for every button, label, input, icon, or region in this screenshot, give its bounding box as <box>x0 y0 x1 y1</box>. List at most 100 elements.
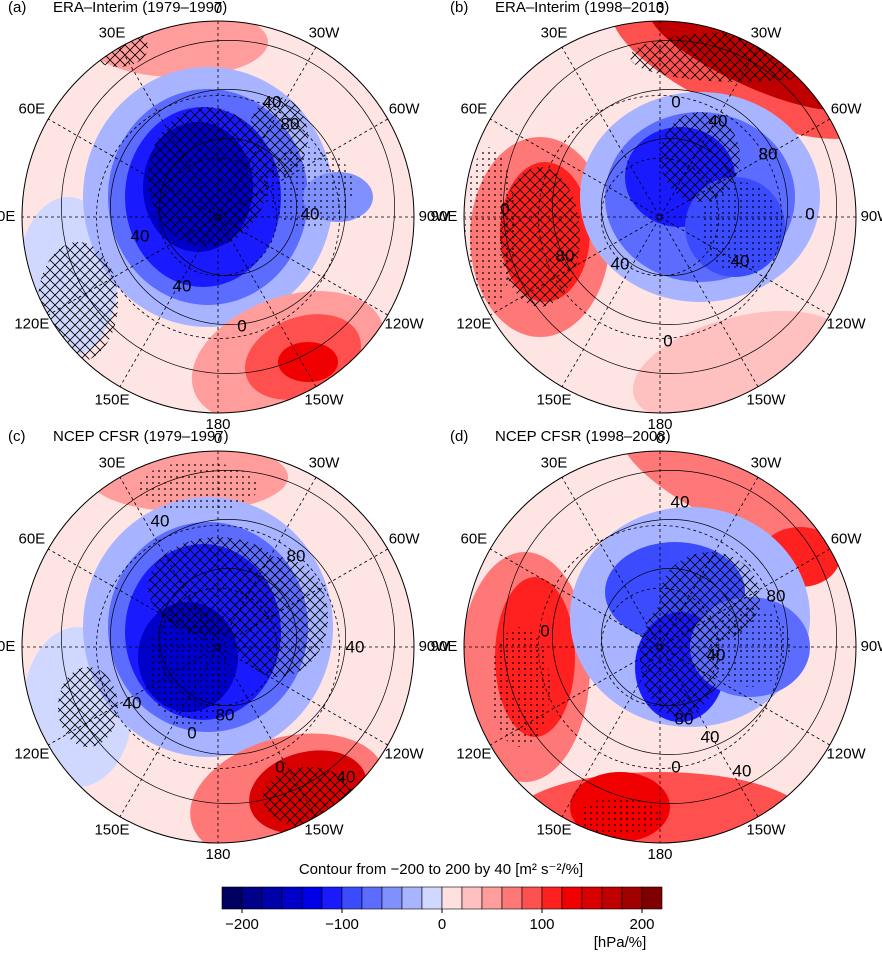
anomaly-region <box>278 342 338 382</box>
meridian-line <box>561 47 759 387</box>
colorbar-swatch <box>621 886 643 910</box>
contour-label: 80 <box>216 705 235 724</box>
colorbar-swatch <box>221 886 243 910</box>
meridian-line <box>490 118 830 316</box>
colorbar-swatch <box>301 886 323 910</box>
contour-label: 0 <box>671 92 680 111</box>
contour-label: 40 <box>301 204 320 223</box>
contour-label: 40 <box>733 761 752 780</box>
longitude-label: 150E <box>536 822 571 839</box>
meridian-line <box>561 477 759 817</box>
longitude-label: 180 <box>205 846 230 863</box>
contour-label: 80 <box>287 546 306 565</box>
contour-line <box>61 40 395 374</box>
contour-label: 0 <box>540 621 549 640</box>
colorbar-swatch <box>241 886 263 910</box>
map-border <box>463 450 857 844</box>
significance-region <box>660 112 740 202</box>
longitude-label: 30W <box>751 24 783 41</box>
contour-label: 40 <box>611 254 630 273</box>
longitude-label: 90W <box>861 208 882 225</box>
meridian-line <box>119 477 317 817</box>
longitude-label: 90E <box>0 638 15 655</box>
longitude-label: 0 <box>656 430 664 447</box>
significance-region <box>148 107 268 247</box>
longitude-label: 120W <box>385 315 425 332</box>
contour-label: 40 <box>173 276 192 295</box>
contour-label: 0 <box>275 757 284 776</box>
panel-label: (b) <box>450 0 468 16</box>
longitude-label: 120E <box>14 315 49 332</box>
longitude-label: 90W <box>419 208 451 225</box>
map-body <box>464 21 856 413</box>
panel-label: (d) <box>450 428 468 445</box>
map-panel: (b)ERA–Interim (1998–2013)030W60W90W120W… <box>431 0 882 433</box>
anomaly-region <box>620 451 856 553</box>
longitude-label: 60E <box>461 531 488 548</box>
map-panel: (d)NCEP CFSR (1998–2008)030W60W90W120W15… <box>431 428 882 863</box>
contour-label: 40 <box>701 727 720 746</box>
colorbar-swatch <box>341 886 363 910</box>
contour-label: 0 <box>237 316 246 335</box>
colorbar-tick-label: −200 <box>225 916 259 933</box>
map-body <box>22 21 414 413</box>
colorbar-swatch <box>601 886 623 910</box>
contour-label: 40 <box>131 226 150 245</box>
colorbar-swatch <box>641 886 663 910</box>
contour-label: 40 <box>337 767 356 786</box>
colorbar-swatch <box>361 886 383 910</box>
longitude-label: 60E <box>461 101 488 118</box>
significance-region <box>38 242 118 362</box>
contour-label: 40 <box>263 92 282 111</box>
contour-label: 0 <box>187 723 196 742</box>
contour-label: 40 <box>671 492 690 511</box>
significance-region <box>465 147 515 307</box>
longitude-label: 150E <box>94 822 129 839</box>
longitude-label: 90E <box>431 638 458 655</box>
colorbar-swatch <box>321 886 343 910</box>
longitude-label: 30W <box>751 454 783 471</box>
significance-region <box>490 627 550 747</box>
significance-region <box>228 557 328 677</box>
contour-line <box>601 568 739 706</box>
longitude-label: 150W <box>304 822 344 839</box>
longitude-label: 120E <box>456 315 491 332</box>
significance-region <box>630 32 850 82</box>
longitude-label: 180 <box>647 846 672 863</box>
colorbar-swatch <box>261 886 283 910</box>
colorbar-swatch <box>401 886 423 910</box>
longitude-label: 150E <box>536 392 571 409</box>
colorbar-swatch <box>501 886 523 910</box>
contour-label: 80 <box>767 586 786 605</box>
longitude-label: 60W <box>389 531 421 548</box>
longitude-label: 180 <box>205 416 230 433</box>
colorbar-tick-label: 200 <box>629 916 654 933</box>
longitude-label: 150W <box>304 392 344 409</box>
colorbar-swatch <box>521 886 543 910</box>
panel-title: ERA–Interim (1979–1997) <box>53 0 227 16</box>
map-border <box>21 450 415 844</box>
meridian-line <box>119 47 317 387</box>
contour-label: 40 <box>151 511 170 530</box>
contour-line <box>552 519 788 755</box>
meridian-line <box>561 477 759 817</box>
meridian-line <box>48 118 388 316</box>
map-border <box>463 20 857 414</box>
colorbar-swatch <box>581 886 603 910</box>
map-panel: (c) NCEP CFSR (1979–1997)030W60W90W120W15… <box>0 428 450 863</box>
colorbar-swatch <box>421 886 443 910</box>
longitude-label: 60E <box>19 101 46 118</box>
contour-line <box>61 470 395 804</box>
contour-line <box>110 519 346 755</box>
contour-label: 0 <box>671 757 680 776</box>
contour-label: 80 <box>281 114 300 133</box>
contour-line <box>503 470 837 804</box>
longitude-label: 120W <box>827 745 867 762</box>
map-border <box>21 20 415 414</box>
colorbar-tick-label: 0 <box>438 916 446 933</box>
longitude-label: 120W <box>827 315 867 332</box>
panel-label: (c) <box>8 428 26 445</box>
contour-label: 0 <box>500 199 509 218</box>
longitude-label: 120E <box>456 745 491 762</box>
